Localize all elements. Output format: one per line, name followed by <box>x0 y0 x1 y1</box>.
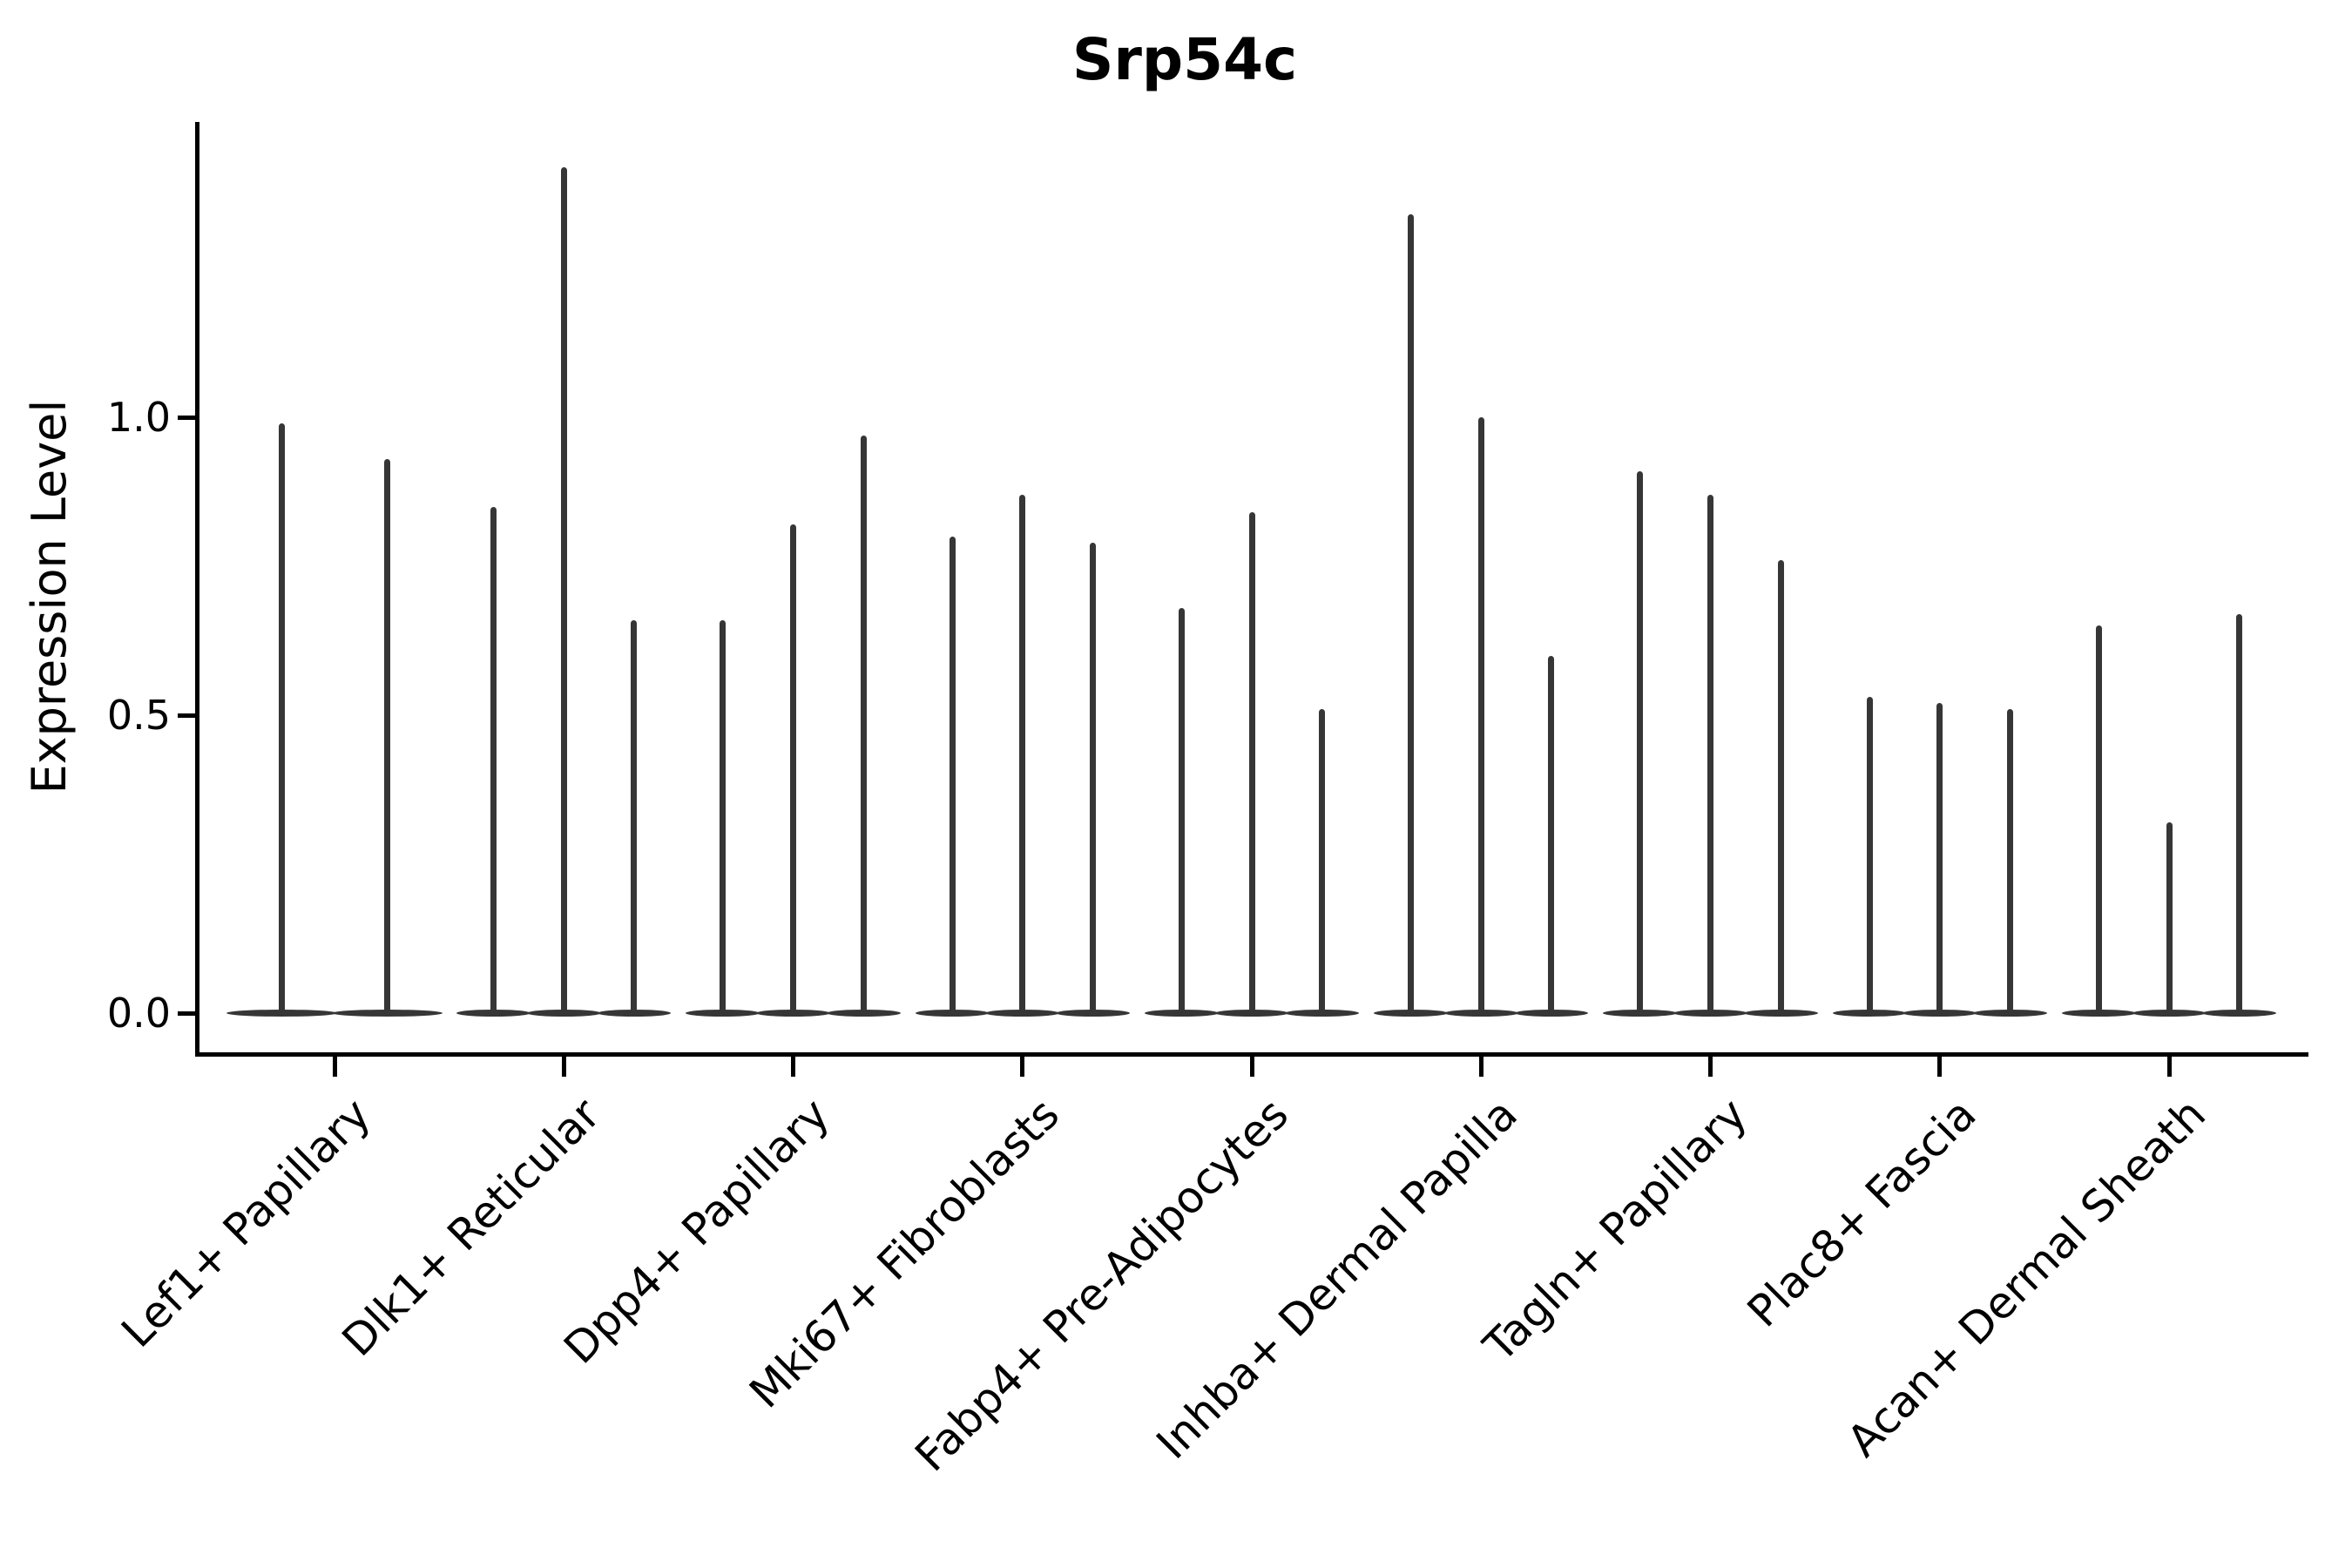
y-axis-tick <box>178 713 195 718</box>
violin-spike <box>1319 709 1326 1013</box>
violin-spike <box>1637 470 1644 1013</box>
violin-spike <box>2095 625 2102 1013</box>
violin-spike <box>720 619 727 1013</box>
violin-spike <box>1777 560 1784 1013</box>
violin-spike <box>560 166 567 1013</box>
violin-spike <box>949 536 956 1013</box>
violin-spike <box>1178 607 1185 1013</box>
violin-body <box>1056 1010 1130 1017</box>
violin-spike <box>1248 512 1255 1013</box>
violin-body <box>2202 1010 2276 1017</box>
violin-body <box>1214 1010 1289 1017</box>
x-axis-tick <box>332 1057 337 1077</box>
violin-body <box>1443 1010 1518 1017</box>
violin-body <box>597 1010 672 1017</box>
violin-body <box>1903 1010 1977 1017</box>
violin-spike <box>790 524 796 1013</box>
violin-body <box>1374 1010 1448 1017</box>
violin-body <box>331 1010 443 1017</box>
violin-spike <box>1477 417 1484 1013</box>
y-tick-label: 0.5 <box>106 692 171 739</box>
y-tick-label: 0.0 <box>106 990 171 1037</box>
x-axis-tick <box>1478 1057 1484 1077</box>
x-tick-label: Dlk1+ Reticular <box>332 1088 611 1367</box>
violin-body <box>2061 1010 2136 1017</box>
x-axis-tick <box>1937 1057 1943 1077</box>
violin-body <box>1673 1010 1747 1017</box>
violin-spike <box>1707 494 1713 1013</box>
violin-body <box>1832 1010 1907 1017</box>
x-axis-tick <box>1708 1057 1713 1077</box>
violin-body <box>226 1010 338 1017</box>
violin-body <box>826 1010 901 1017</box>
x-axis-spine <box>195 1052 2308 1057</box>
violin-body <box>526 1010 601 1017</box>
chart-title: Srp54c <box>1071 26 1298 93</box>
violin-body <box>1514 1010 1589 1017</box>
x-axis-tick <box>1249 1057 1254 1077</box>
violin-spike <box>1936 703 1943 1013</box>
violin-spike <box>2236 613 2243 1013</box>
violin-body <box>756 1010 830 1017</box>
violin-spike <box>631 619 638 1013</box>
violin-body <box>1743 1010 1818 1017</box>
y-axis-tick <box>178 1010 195 1016</box>
x-axis-tick <box>791 1057 795 1077</box>
x-tick-label: Fabp4+ Pre-Adipocytes <box>905 1088 1298 1482</box>
violin-spike <box>860 435 867 1013</box>
y-axis-spine <box>195 122 199 1057</box>
y-axis-label: Expression Level <box>22 399 77 794</box>
violin-spike <box>2166 822 2173 1013</box>
x-axis-tick <box>1020 1057 1025 1077</box>
violin-spike <box>1548 655 1555 1013</box>
violin-body <box>686 1010 760 1017</box>
violin-spike <box>2006 709 2013 1013</box>
x-axis-tick <box>2166 1057 2172 1077</box>
violin-body <box>456 1010 531 1017</box>
violin-spike <box>1866 697 1873 1013</box>
x-tick-label: Lef1+ Papillary <box>112 1088 381 1357</box>
violin-body <box>915 1010 990 1017</box>
violin-spike <box>1019 494 1026 1013</box>
y-axis-tick <box>178 415 195 420</box>
violin-spike <box>490 506 497 1013</box>
violin-body <box>985 1010 1060 1017</box>
violin-body <box>2132 1010 2207 1017</box>
violin-body <box>1285 1010 1359 1017</box>
violin-spike <box>384 458 390 1013</box>
violin-spike <box>1408 214 1415 1013</box>
y-tick-label: 1.0 <box>106 394 171 441</box>
violin-body <box>1973 1010 2047 1017</box>
violin-body <box>1603 1010 1678 1017</box>
x-axis-tick <box>561 1057 566 1077</box>
violin-body <box>1144 1010 1219 1017</box>
violin-spike <box>279 422 285 1013</box>
violin-spike <box>1089 542 1096 1013</box>
x-tick-label: Plac8+ Fascia <box>1737 1088 1986 1337</box>
